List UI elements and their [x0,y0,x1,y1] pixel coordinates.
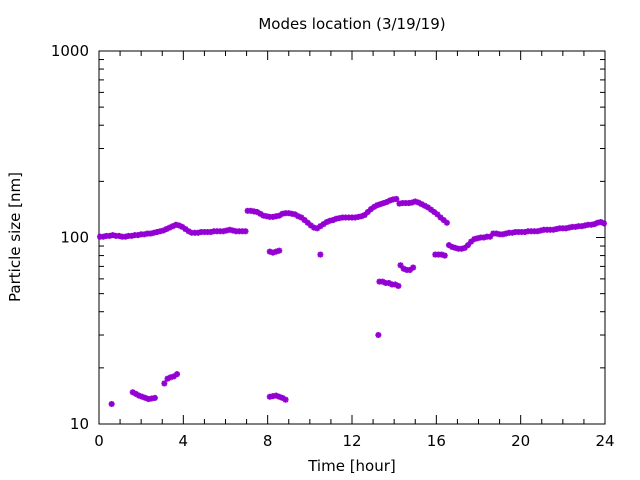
data-point [591,221,598,228]
x-tick-label: 0 [94,432,104,450]
plot-frame [98,50,606,425]
x-tick-label: 16 [427,432,446,450]
data-point [317,251,324,258]
data-point [600,220,607,227]
data-point [301,217,308,224]
x-tick-label: 8 [263,432,273,450]
data-point [441,252,448,259]
x-tick-label: 12 [342,432,361,450]
data-point [129,389,136,396]
data-point [108,401,115,408]
x-minor-ticks [119,51,585,424]
data-point [395,282,402,289]
data-point [393,195,400,202]
x-tick-label: 24 [595,432,614,450]
y-tick-label: 1000 [51,42,89,60]
data-point [282,396,289,403]
chart-title: Modes location (3/19/19) [258,15,445,33]
x-tick-labels: 0 4 8 12 16 20 24 [94,432,614,450]
y-minor-ticks [99,59,605,369]
data-point [534,228,541,235]
y-major-ticks [99,50,605,425]
x-major-ticks [98,51,606,424]
data-point [443,219,450,226]
data-points [97,195,607,408]
data-point [406,266,413,273]
y-axis-label: Particle size [nm] [6,172,24,302]
data-point [375,332,382,339]
x-tick-label: 4 [179,432,189,450]
data-point [364,209,371,216]
data-point [410,264,417,271]
data-point [276,212,283,219]
y-tick-labels: 10 100 1000 [51,42,89,433]
data-point [276,247,283,254]
x-tick-label: 20 [511,432,530,450]
data-point [151,394,158,401]
x-axis-label: Time [hour] [307,457,396,475]
y-tick-label: 10 [70,415,89,433]
data-point [174,371,181,378]
y-tick-label: 100 [60,229,89,247]
data-point [242,228,249,235]
data-point [161,380,168,387]
